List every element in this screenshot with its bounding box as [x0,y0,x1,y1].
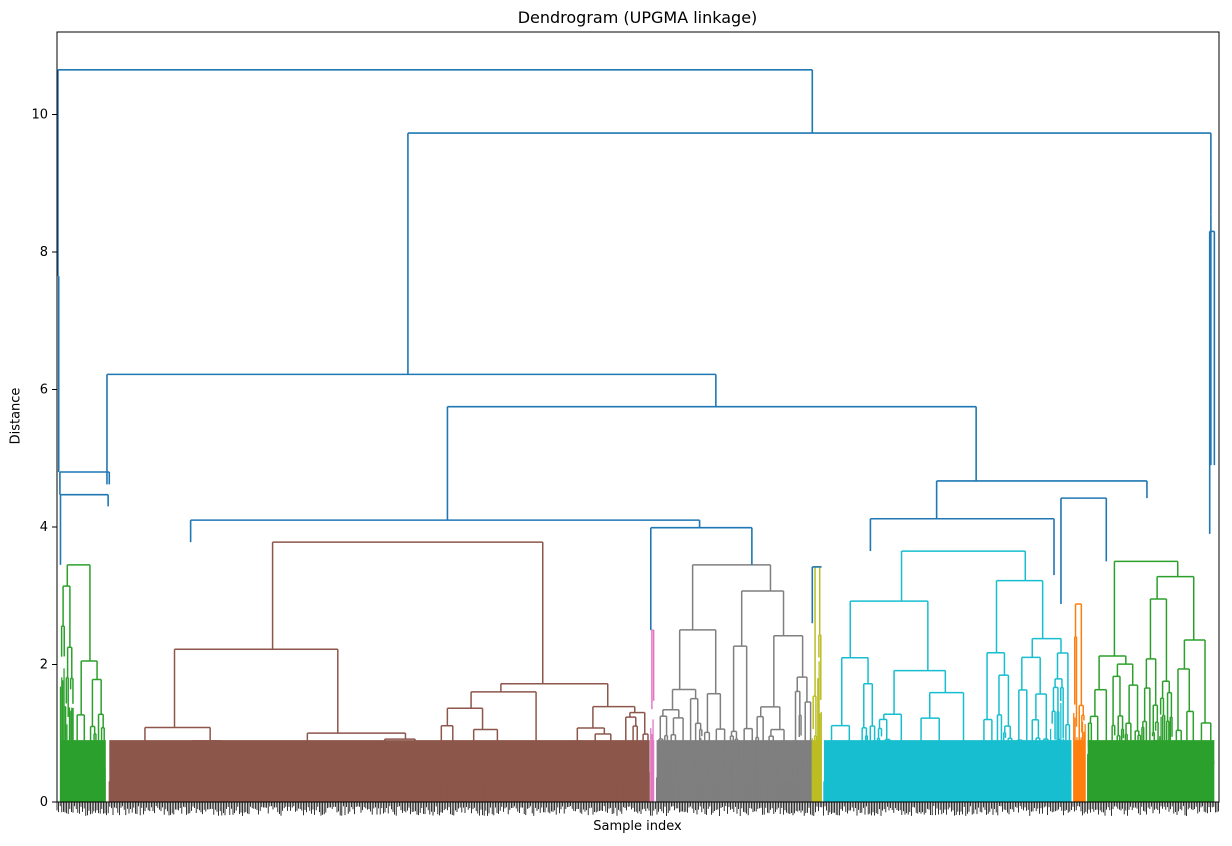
plot-frame [56,31,1220,803]
y-tick-label: 8 [40,245,48,260]
y-tick-label: 4 [40,520,48,535]
y-tick-label: 2 [40,658,48,673]
x-axis-label: Sample index [593,819,682,834]
y-tick-label: 6 [40,383,48,398]
y-tick-label: 0 [40,795,48,810]
y-axis: 0 2 4 6 8 10 [31,108,57,810]
y-tick-label: 10 [31,108,48,123]
chart-title: Dendrogram (UPGMA linkage) [517,8,758,27]
dendrogram-links [57,69,1216,802]
x-axis-tick-labels [56,802,1219,816]
